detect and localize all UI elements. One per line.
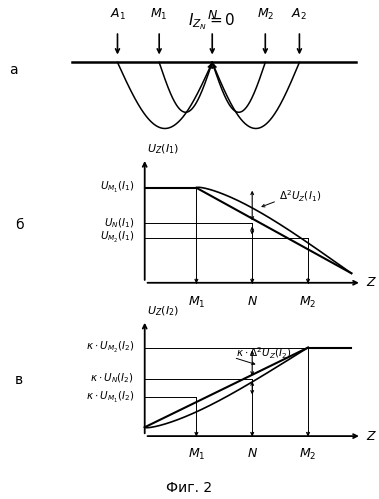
Text: $U_{M_2}(I_1)$: $U_{M_2}(I_1)$ <box>100 230 135 245</box>
Text: $M_1$: $M_1$ <box>188 447 205 462</box>
Text: $U_{M_1}(I_1)$: $U_{M_1}(I_1)$ <box>100 180 135 195</box>
Text: $A_1$: $A_1$ <box>110 7 125 22</box>
Text: $M_2$: $M_2$ <box>257 7 274 22</box>
Text: $N$: $N$ <box>247 294 258 308</box>
Text: $U_N(I_1)$: $U_N(I_1)$ <box>104 217 135 230</box>
Text: $\kappa \cdot U_N(I_2)$: $\kappa \cdot U_N(I_2)$ <box>91 372 135 385</box>
Text: $M_1$: $M_1$ <box>150 7 168 22</box>
Text: $Z$: $Z$ <box>366 430 377 443</box>
Text: $M_2$: $M_2$ <box>299 294 317 310</box>
Text: б: б <box>15 218 24 232</box>
Text: $I_{Z_N} = 0$: $I_{Z_N} = 0$ <box>188 11 236 32</box>
Text: $N$: $N$ <box>207 9 218 22</box>
Text: $U_Z(I_2)$: $U_Z(I_2)$ <box>147 304 179 318</box>
Text: Фиг. 2: Фиг. 2 <box>166 481 213 495</box>
Text: $U_Z(I_1)$: $U_Z(I_1)$ <box>147 142 179 156</box>
Text: $N$: $N$ <box>247 447 258 460</box>
Text: $M_1$: $M_1$ <box>188 294 205 310</box>
Text: $Z$: $Z$ <box>366 276 377 289</box>
Text: а: а <box>9 63 18 77</box>
Text: $\kappa \cdot U_{M_1}(I_2)$: $\kappa \cdot U_{M_1}(I_2)$ <box>86 390 135 405</box>
Text: $A_2$: $A_2$ <box>291 7 307 22</box>
Text: $\kappa \cdot U_{M_2}(I_2)$: $\kappa \cdot U_{M_2}(I_2)$ <box>86 340 135 355</box>
Text: в: в <box>15 373 23 387</box>
Text: $M_2$: $M_2$ <box>299 447 317 462</box>
Text: $\Delta^2 U_Z(I_1)$: $\Delta^2 U_Z(I_1)$ <box>279 189 321 204</box>
Text: $\kappa \cdot \Delta^2 U_Z(I_2)$: $\kappa \cdot \Delta^2 U_Z(I_2)$ <box>236 345 291 361</box>
